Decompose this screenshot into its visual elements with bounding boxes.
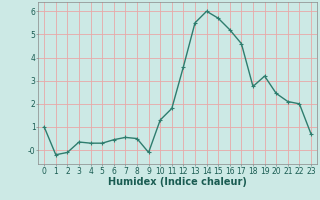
X-axis label: Humidex (Indice chaleur): Humidex (Indice chaleur) xyxy=(108,177,247,187)
